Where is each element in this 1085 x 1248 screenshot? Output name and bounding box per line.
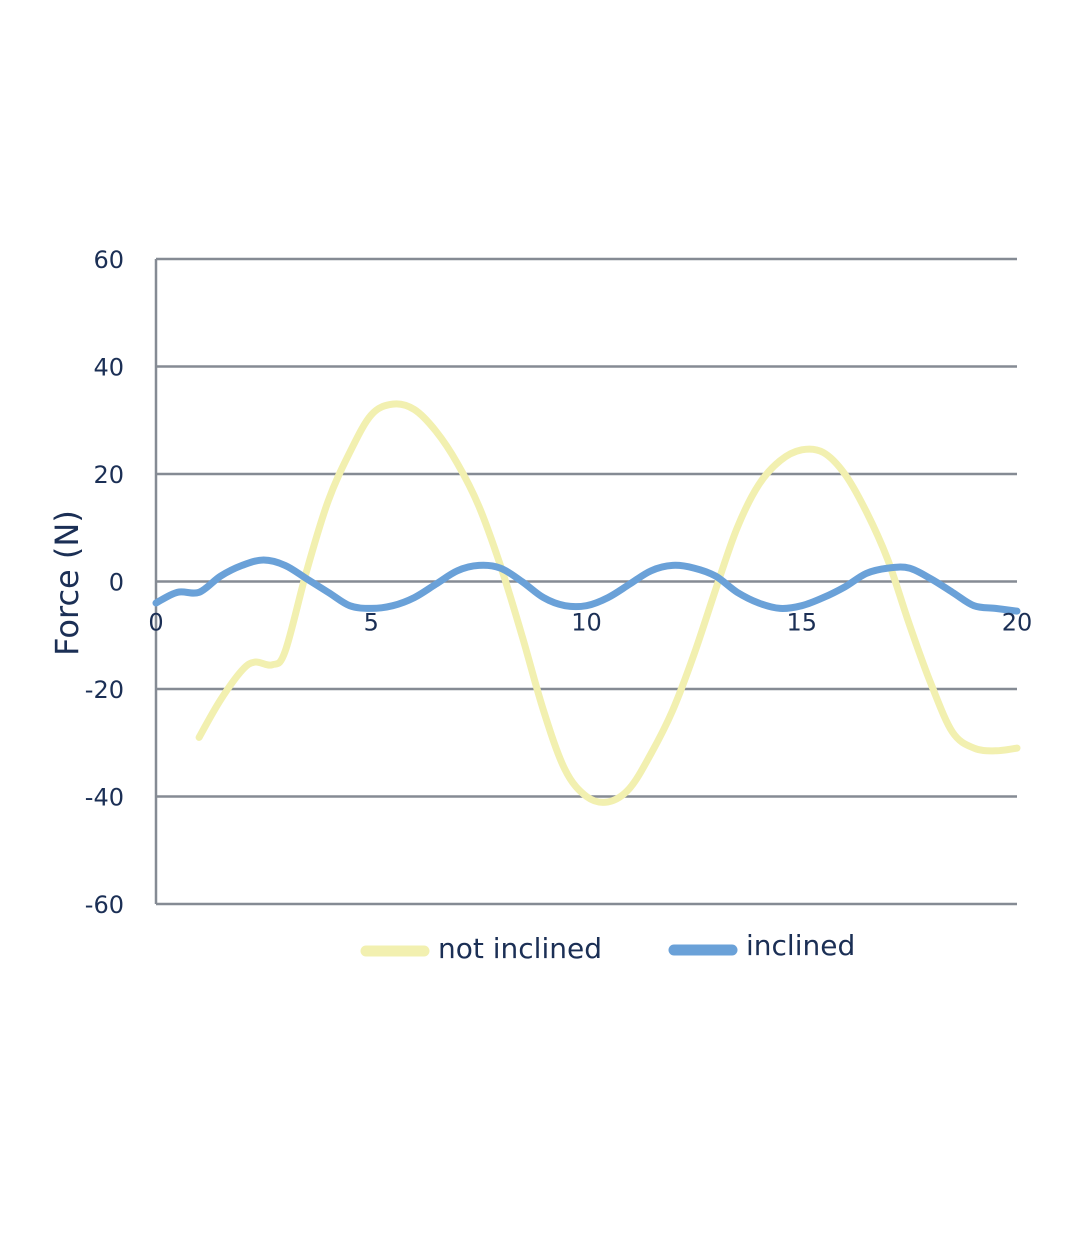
x-tick-label: 10: [571, 609, 602, 637]
series-line-not-inclined: [195, 400, 1021, 806]
y-tick-label: -60: [85, 891, 124, 919]
series-lines: [152, 400, 1021, 806]
legend-label-not-inclined: not inclined: [438, 932, 602, 965]
series-line-inclined: [152, 556, 1021, 615]
y-axis-title: Force (N): [48, 510, 86, 656]
y-tick-label: -40: [85, 784, 124, 812]
tick-labels: -60 -40 -20 0 20 40 60 0 5 10 15 20: [85, 246, 1032, 919]
legend: not inclined inclined: [360, 929, 855, 965]
x-tick-label: 15: [786, 609, 817, 637]
y-tick-label: -20: [85, 676, 124, 704]
x-tick-label: 5: [364, 609, 379, 637]
x-tick-label: 0: [148, 609, 163, 637]
y-tick-label: 60: [93, 246, 124, 274]
y-tick-label: 20: [93, 461, 124, 489]
legend-label-inclined: inclined: [746, 929, 855, 962]
y-tick-label: 40: [93, 354, 124, 382]
y-tick-label: 0: [109, 569, 124, 597]
gridlines: [156, 257, 1017, 906]
x-tick-label: 20: [1002, 609, 1033, 637]
